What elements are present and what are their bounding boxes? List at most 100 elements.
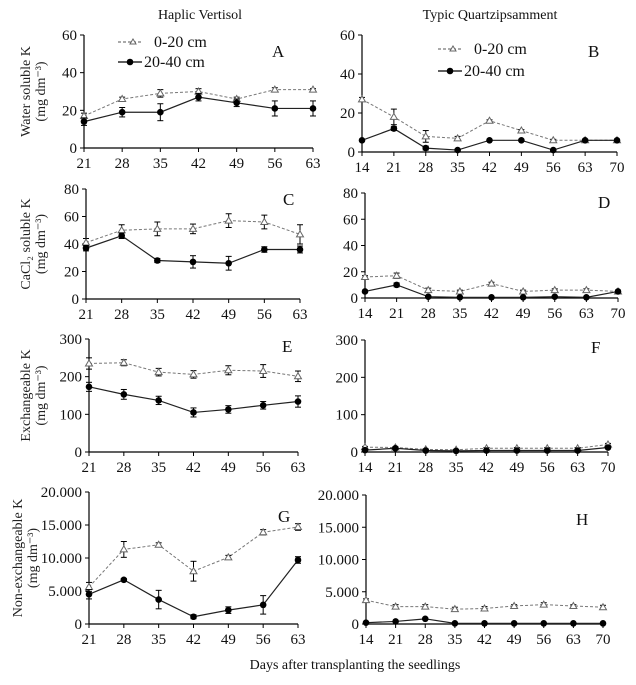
x-tick-label: 70	[596, 632, 611, 648]
y-tick-label: 5.000	[325, 585, 359, 601]
data-point-circle	[294, 398, 302, 405]
data-point-circle	[422, 447, 430, 454]
column-title-right: Typic Quartzipsamment	[423, 8, 558, 23]
y-tick-label: 20.000	[41, 485, 82, 501]
x-tick-label: 21	[388, 632, 403, 648]
y-tick-label: 60	[343, 212, 358, 228]
data-point-triangle	[155, 88, 165, 97]
data-point-circle	[361, 288, 369, 295]
data-point-triangle	[423, 285, 433, 294]
x-tick-label: 56	[540, 460, 556, 476]
x-tick-label: 49	[509, 460, 524, 476]
x-tick-label: 63	[566, 632, 581, 648]
legend-label-20-40cm: 20-40 cm	[144, 54, 205, 71]
data-point-circle	[190, 613, 197, 621]
y-tick-label: 60	[62, 28, 77, 44]
y-tick-label: 100	[336, 408, 359, 424]
series-line-0-20cm	[365, 599, 604, 610]
x-tick-label: 28	[418, 632, 433, 648]
data-point-circle	[454, 146, 461, 154]
legend-triangle-icon	[449, 45, 457, 52]
data-point-circle	[392, 618, 399, 625]
y-tick-label: 10.000	[318, 553, 359, 569]
y-tick-label: 5.000	[48, 584, 82, 600]
x-tick-label: 35	[151, 632, 166, 648]
panel-h: 0 5.000 10.000 15.000 20.000 14 21 28 35 42 49 56 63…	[318, 488, 611, 648]
x-tick-label: 63	[293, 307, 308, 323]
y-tick-label: 40	[343, 239, 358, 255]
data-point-circle	[581, 137, 589, 144]
x-tick-label: 14	[355, 160, 371, 176]
data-point-circle	[452, 447, 460, 455]
x-tick-label: 21	[386, 160, 401, 176]
x-tick-label: 42	[484, 306, 499, 322]
y-tick-label: 10.000	[41, 551, 82, 567]
y-tick-label: 20	[64, 265, 79, 281]
x-tick-label: 70	[610, 160, 625, 176]
y-tick-label: 15.000	[318, 520, 359, 536]
data-point-circle	[513, 447, 521, 454]
panel-a: 0 20 40 60 21 28 35 42 49 56 63 A Water soluble K (mg…	[19, 28, 321, 172]
data-point-triangle	[361, 595, 371, 604]
x-tick-label: 63	[579, 306, 594, 322]
y-tick-label: 0	[348, 145, 356, 161]
x-tick-label: 21	[388, 460, 403, 476]
data-point-triangle	[188, 224, 198, 232]
x-tick-label: 14	[358, 460, 374, 476]
y-tick-label: 200	[60, 370, 83, 386]
x-tick-label: 56	[267, 156, 283, 172]
data-point-circle	[570, 620, 577, 627]
legend-circle-icon	[446, 67, 454, 75]
data-point-circle	[599, 620, 607, 627]
data-point-triangle	[569, 601, 578, 609]
x-tick-label: 56	[536, 632, 552, 648]
x-tick-label: 70	[611, 306, 626, 322]
data-point-circle	[510, 620, 518, 627]
x-axis-label: Days after transplanting the seedlings	[250, 658, 461, 673]
y-tick-label: 0	[75, 617, 83, 633]
y-tick-label: 20.000	[318, 488, 359, 504]
data-point-circle	[519, 294, 527, 301]
data-point-circle	[574, 447, 581, 454]
data-point-triangle	[270, 85, 280, 93]
data-point-triangle	[224, 216, 234, 224]
panel-g: 0 5.000 10.000 15.000 20.000 21 28 35 42 49 56 63 G N…	[11, 485, 306, 648]
x-tick-label: 35	[447, 632, 462, 648]
data-point-circle	[421, 615, 429, 623]
x-tick-label: 28	[421, 306, 436, 322]
y-tick-label: 60	[64, 210, 79, 226]
panel-letter: F	[591, 338, 600, 357]
x-tick-label: 21	[82, 632, 97, 648]
x-tick-label: 21	[389, 306, 404, 322]
data-point-triangle	[357, 94, 367, 103]
column-title-left: Haplic Vertisol	[158, 8, 242, 23]
data-point-circle	[456, 294, 464, 301]
x-tick-label: 21	[77, 156, 92, 172]
x-tick-label: 35	[153, 156, 168, 172]
data-point-triangle	[550, 285, 560, 294]
data-point-circle	[154, 257, 161, 264]
data-point-triangle	[84, 582, 94, 591]
x-tick-label: 28	[116, 460, 131, 476]
data-point-circle	[483, 447, 490, 454]
x-tick-label: 35	[449, 460, 464, 476]
panel-f: 0 100 200 300 14 21 28 35 42 49 56 63 70 F	[336, 333, 616, 476]
data-point-circle	[390, 125, 398, 132]
data-point-circle	[80, 118, 88, 125]
y-tick-label: 80	[64, 182, 79, 198]
x-tick-label: 28	[114, 307, 129, 323]
x-tick-label: 56	[256, 632, 272, 648]
data-point-circle	[451, 620, 459, 627]
data-point-circle	[392, 444, 399, 452]
data-point-triangle	[293, 371, 303, 380]
data-point-circle	[518, 137, 525, 144]
data-point-triangle	[152, 224, 162, 232]
x-tick-label: 42	[191, 156, 206, 172]
data-point-circle	[157, 108, 164, 116]
x-tick-label: 28	[418, 160, 433, 176]
y-tick-label: 0	[352, 617, 360, 633]
y-tick-label: 0	[72, 292, 80, 308]
legend-label-20-40cm: 20-40 cm	[464, 63, 525, 80]
data-point-triangle	[293, 522, 303, 530]
data-point-circle	[296, 246, 304, 253]
